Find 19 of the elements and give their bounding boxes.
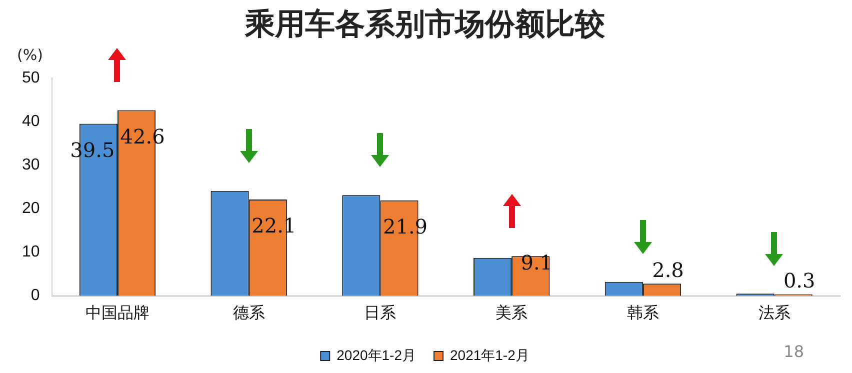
y-tick-label: 20 xyxy=(22,200,40,218)
y-tick-label: 10 xyxy=(22,244,40,261)
x-tick-label: 美系 xyxy=(496,304,528,322)
x-tick-label: 韩系 xyxy=(626,304,659,322)
x-tick-label: 日系 xyxy=(364,304,396,322)
x-tick-label: 法系 xyxy=(758,304,790,322)
y-tick-label: 30 xyxy=(22,156,40,174)
y-tick-label: 50 xyxy=(22,69,40,86)
x-tick-label: 德系 xyxy=(232,304,265,322)
legend-label: 2021年1-2月 xyxy=(450,346,530,363)
data-label: 2.8 xyxy=(652,258,684,282)
chart-title: 乘用车各系别市场份额比较 xyxy=(244,6,606,42)
y-axis-title: (%) xyxy=(17,46,43,64)
data-label: 0.3 xyxy=(783,268,816,293)
text: 18 xyxy=(784,342,804,361)
legend-label: 2020年1-2月 xyxy=(336,346,416,363)
x-tick-label: 中国品牌 xyxy=(85,304,150,322)
y-tick-label: 40 xyxy=(22,112,40,130)
y-tick-label: 0 xyxy=(30,287,40,304)
